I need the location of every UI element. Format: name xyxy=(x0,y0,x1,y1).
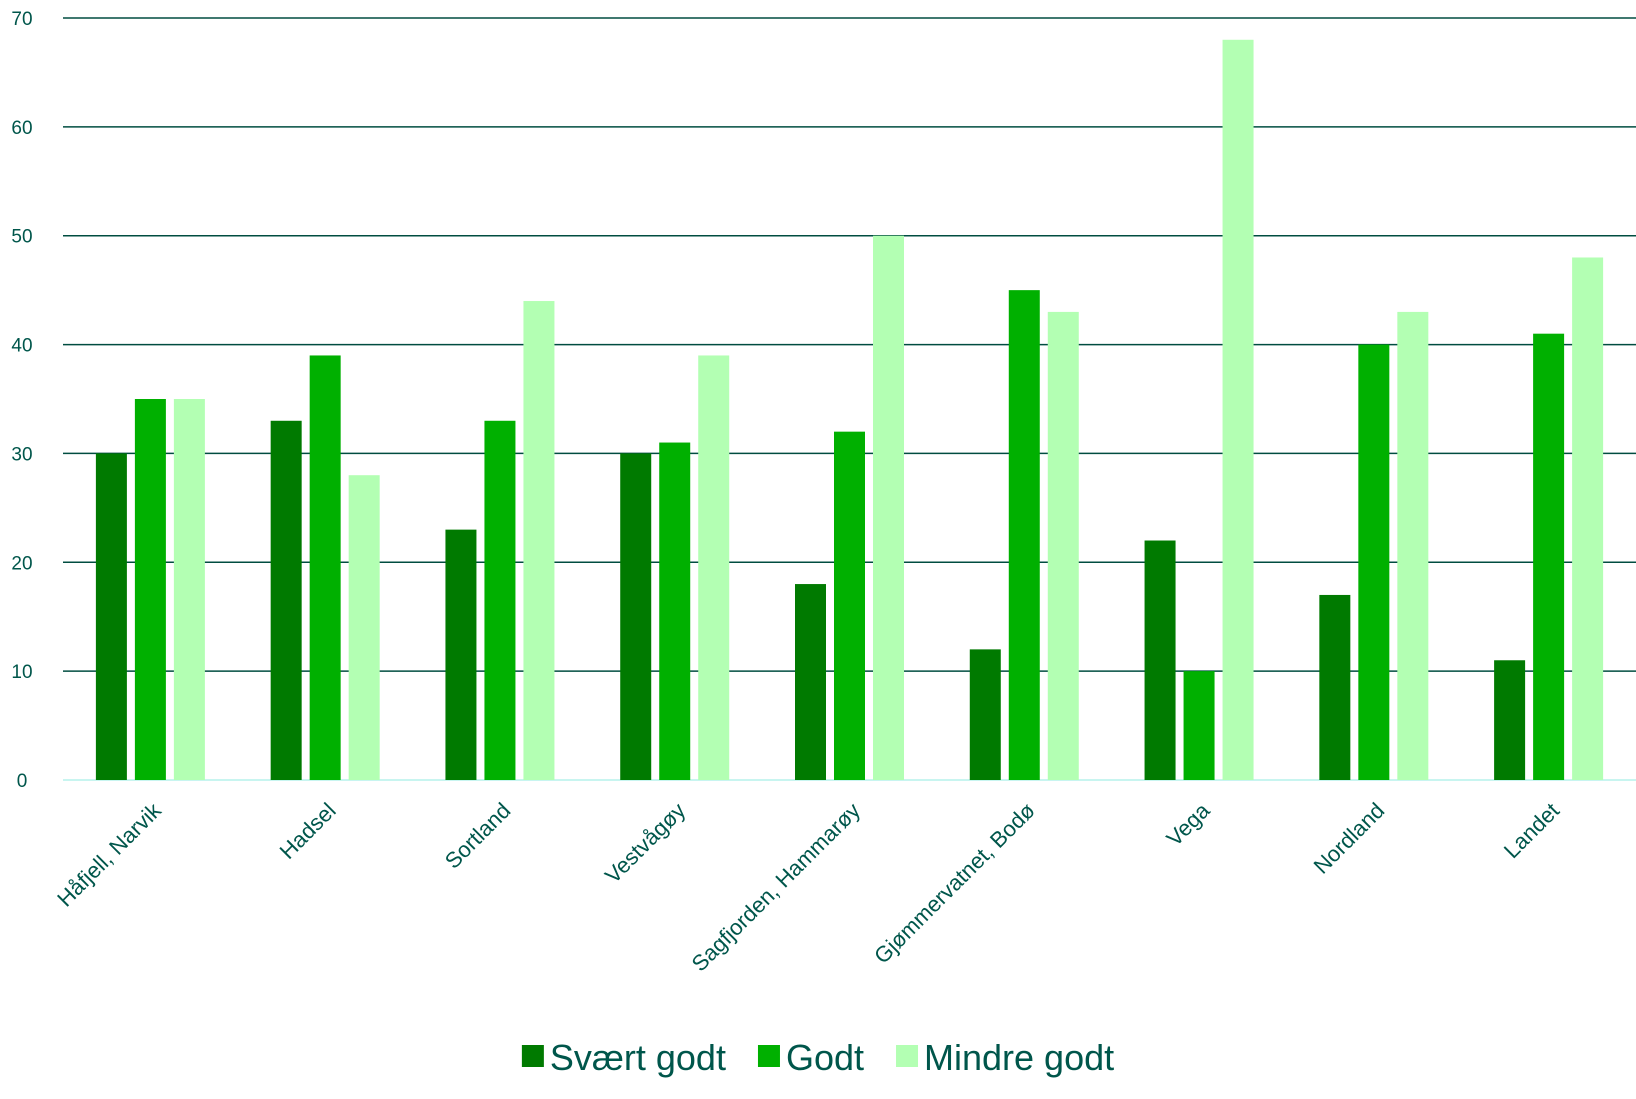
bar xyxy=(834,431,865,780)
y-tick-label: 70 xyxy=(11,9,32,30)
bar xyxy=(523,301,555,780)
legend-item: Svært godt xyxy=(521,1037,726,1078)
y-tick-label: 50 xyxy=(11,227,32,248)
bar xyxy=(873,235,904,780)
bars xyxy=(95,39,1604,781)
bar xyxy=(1533,333,1565,780)
bar xyxy=(348,475,380,780)
x-category-label: Landet xyxy=(1499,798,1564,863)
x-category-label: Vestvågøy xyxy=(600,798,690,888)
y-tick-label: 10 xyxy=(11,662,32,683)
bar xyxy=(134,399,166,780)
y-axis-ticks: 0 10 20 30 40 50 60 70 xyxy=(11,9,32,792)
bar xyxy=(173,399,205,780)
bar xyxy=(484,420,516,780)
bar xyxy=(620,453,652,780)
bar xyxy=(1144,540,1176,780)
x-category-label: Sagfjorden, Hammarøy xyxy=(687,798,865,976)
bar xyxy=(1358,344,1390,780)
y-tick-label: 0 xyxy=(17,771,28,792)
bar xyxy=(1319,594,1351,780)
legend-swatch xyxy=(521,1045,544,1067)
legend-label: Mindre godt xyxy=(924,1037,1114,1078)
bar xyxy=(698,355,730,780)
x-category-label: Vega xyxy=(1161,797,1215,851)
y-tick-label: 20 xyxy=(11,553,32,574)
bar xyxy=(1572,257,1604,780)
bar xyxy=(659,442,691,780)
bar xyxy=(1183,671,1215,780)
x-category-label: Sortland xyxy=(440,798,516,874)
bar xyxy=(1008,290,1040,780)
bar xyxy=(1047,311,1079,780)
bar xyxy=(969,649,1001,780)
legend-swatch xyxy=(896,1045,919,1067)
bar xyxy=(1397,311,1429,780)
bar xyxy=(1222,39,1254,781)
bar xyxy=(1494,660,1526,780)
x-category-label: Håfjell, Narvik xyxy=(52,797,166,911)
legend-item: Mindre godt xyxy=(896,1037,1114,1078)
y-tick-label: 40 xyxy=(11,336,32,357)
bar xyxy=(795,584,826,780)
bar xyxy=(270,420,302,780)
legend-item: Godt xyxy=(757,1037,864,1078)
x-axis-category-labels: Håfjell, Narvik Hadsel Sortland VestvågøySa… xyxy=(52,797,1564,976)
legend-label: Svært godt xyxy=(550,1037,726,1078)
bar xyxy=(445,529,477,780)
legend-swatch xyxy=(757,1045,780,1067)
legend-label: Godt xyxy=(786,1037,864,1078)
legend: Svært godt Godt Mindre godt xyxy=(521,1037,1114,1078)
y-tick-label: 60 xyxy=(11,118,32,139)
bar xyxy=(309,355,341,780)
bar xyxy=(95,453,127,780)
x-category-label: Gjømmervatnet, Bodø xyxy=(869,798,1040,969)
x-category-label: Hadsel xyxy=(275,798,341,864)
y-tick-label: 30 xyxy=(11,444,32,465)
x-category-label: Nordland xyxy=(1309,798,1390,879)
